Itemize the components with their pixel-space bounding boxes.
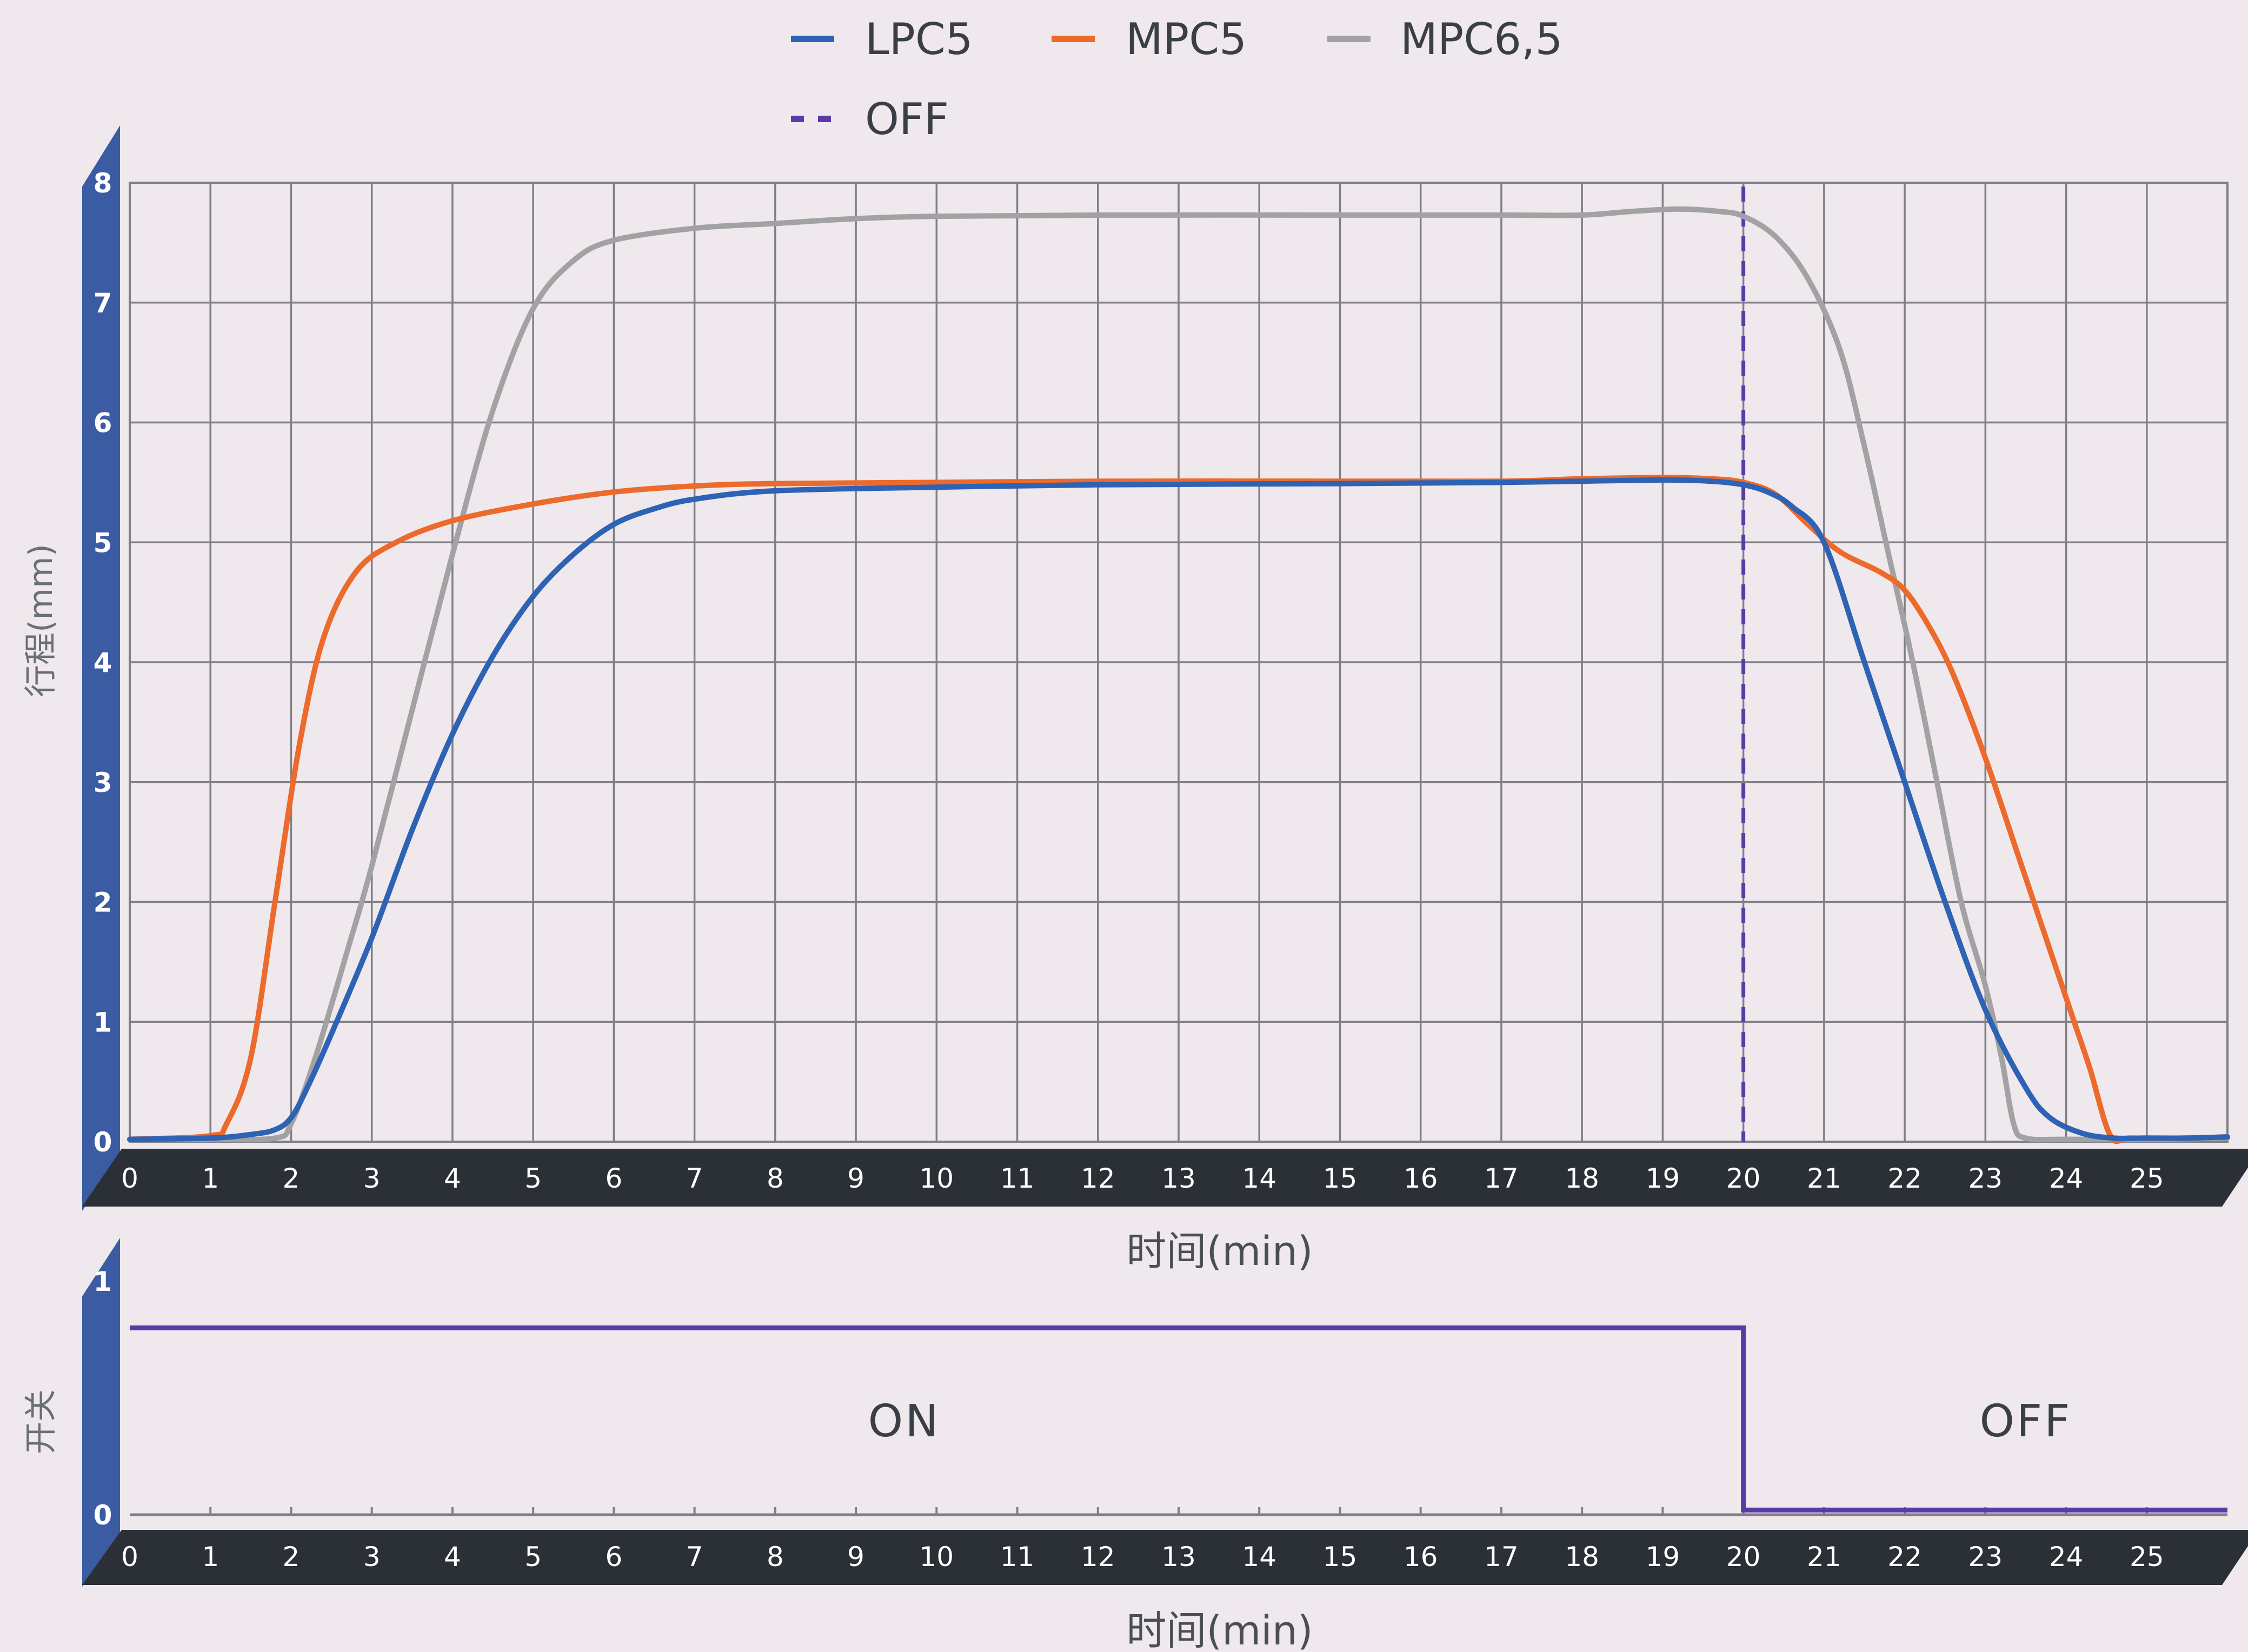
y-tick-labels: 0 1 2 3 4 5 6 7 8 (94, 168, 112, 1158)
switch-x-tick-label: 24 (2049, 1541, 2084, 1573)
switch-x-tick-label: 6 (605, 1541, 622, 1573)
switch-x-tick-label: 19 (1646, 1541, 1680, 1573)
legend-label-lpc5: LPC5 (865, 14, 973, 64)
switch-x-tick-label: 2 (283, 1541, 300, 1573)
x-tick-label: 11 (1000, 1163, 1035, 1194)
series-lines (127, 206, 2230, 1144)
switch-series (130, 1325, 2227, 1513)
legend-label-mpc5: MPC5 (1126, 14, 1247, 64)
y-tick-label: 3 (94, 767, 112, 798)
x-tick-label: 14 (1242, 1163, 1276, 1194)
switch-x-tick-label: 3 (363, 1541, 381, 1573)
x-tick-label: 19 (1646, 1163, 1680, 1194)
legend-label-off: OFF (865, 94, 949, 144)
switch-x-tick-label: 17 (1484, 1541, 1519, 1573)
legend: LPC5 MPC5 MPC6,5 OFF (791, 14, 1562, 144)
x-axis-title: 时间(min) (1126, 1228, 1313, 1275)
switch-state-label-off: OFF (1979, 1396, 2072, 1447)
x-axis-band (82, 1149, 2248, 1207)
switch-x-tick-label: 15 (1323, 1541, 1358, 1573)
x-tick-label: 8 (767, 1163, 784, 1194)
y-tick-label: 2 (94, 887, 112, 918)
series-line-lpc5 (127, 477, 2230, 1142)
switch-x-tick-labels: 0 1 2 3 4 5 6 7 8 9 10 11 12 13 14 15 16 17 18 19 20 21 22 23 24… (121, 1541, 2164, 1573)
legend-label-mpc65: MPC6,5 (1400, 14, 1562, 64)
legend-item-off: OFF (791, 94, 949, 144)
switch-x-tick-label: 10 (919, 1541, 954, 1573)
switch-annotations: ON OFF (868, 1396, 2072, 1447)
x-tick-label: 3 (363, 1163, 381, 1194)
y-tick-label: 7 (94, 288, 112, 319)
x-tick-label: 21 (1807, 1163, 1841, 1194)
switch-x-tick-label: 0 (121, 1541, 138, 1573)
x-tick-labels: 0 1 2 3 4 5 6 7 8 9 10 11 12 13 14 15 16 17 18 19 20 21 22 23 24… (121, 1163, 2164, 1194)
switch-x-tick-label: 18 (1565, 1541, 1599, 1573)
switch-x-tick-label: 11 (1000, 1541, 1035, 1573)
legend-item-mpc5: MPC5 (1052, 14, 1247, 64)
legend-item-lpc5: LPC5 (791, 14, 973, 64)
grid (129, 182, 2229, 1143)
switch-x-tick-label: 9 (847, 1541, 864, 1573)
switch-y-tick-labels: 01 (94, 1266, 112, 1531)
switch-x-tick-label: 21 (1807, 1541, 1841, 1573)
y-tick-label: 6 (94, 408, 112, 439)
x-tick-label: 6 (605, 1163, 622, 1194)
switch-x-tick-label: 14 (1242, 1541, 1276, 1573)
x-tick-label: 20 (1726, 1163, 1761, 1194)
y-tick-label: 4 (94, 647, 112, 678)
switch-x-tick-label: 5 (524, 1541, 542, 1573)
x-tick-label: 5 (524, 1163, 542, 1194)
switch-y-axis-title: 开关 (22, 1389, 60, 1454)
x-tick-label: 2 (283, 1163, 300, 1194)
switch-y-tick-label: 1 (94, 1266, 112, 1297)
switch-x-axis-title: 时间(min) (1126, 1608, 1313, 1652)
x-tick-label: 7 (686, 1163, 703, 1194)
x-tick-label: 22 (1887, 1163, 1922, 1194)
x-tick-label: 15 (1323, 1163, 1358, 1194)
switch-x-tick-label: 23 (1968, 1541, 2003, 1573)
switch-x-tick-label: 16 (1404, 1541, 1438, 1573)
switch-chart: 01 0 1 2 3 4 5 6 7 8 9 10 11 12 13 14 15 16 17 18 19 20 21 22 2… (22, 1238, 2248, 1652)
switch-x-axis-band (82, 1530, 2248, 1585)
series-line-mpc65 (127, 206, 2230, 1143)
x-tick-label: 17 (1484, 1163, 1519, 1194)
x-tick-label: 18 (1565, 1163, 1599, 1194)
y-tick-label: 0 (94, 1127, 112, 1158)
x-tick-label: 0 (121, 1163, 138, 1194)
switch-x-tick-label: 13 (1161, 1541, 1196, 1573)
x-tick-label: 9 (847, 1163, 864, 1194)
switch-state-line (130, 1325, 2227, 1513)
y-tick-label: 8 (94, 168, 112, 199)
switch-state-label-on: ON (868, 1396, 941, 1447)
switch-x-tick-label: 22 (1887, 1541, 1922, 1573)
x-tick-label: 4 (444, 1163, 461, 1194)
y-tick-label: 1 (94, 1007, 112, 1038)
y-axis-title: 行程(mm) (22, 544, 60, 697)
x-tick-label: 16 (1404, 1163, 1438, 1194)
x-tick-label: 25 (2130, 1163, 2164, 1194)
switch-x-tick-label: 1 (202, 1541, 219, 1573)
x-tick-label: 13 (1161, 1163, 1196, 1194)
legend-item-mpc65: MPC6,5 (1327, 14, 1562, 64)
x-tick-label: 1 (202, 1163, 219, 1194)
switch-x-tick-label: 7 (686, 1541, 703, 1573)
switch-x-tick-label: 20 (1726, 1541, 1761, 1573)
switch-x-tick-label: 4 (444, 1541, 461, 1573)
switch-y-axis-panel (82, 1238, 120, 1587)
y-axis-panel (82, 125, 120, 1211)
switch-x-tick-label: 12 (1081, 1541, 1115, 1573)
switch-y-tick-label: 0 (94, 1500, 112, 1531)
x-tick-label: 24 (2049, 1163, 2084, 1194)
x-tick-label: 23 (1968, 1163, 2003, 1194)
switch-x-tick-label: 8 (767, 1541, 784, 1573)
switch-x-tick-label: 25 (2130, 1541, 2164, 1573)
x-tick-label: 12 (1081, 1163, 1115, 1194)
x-tick-label: 10 (919, 1163, 954, 1194)
y-tick-label: 5 (94, 527, 112, 558)
